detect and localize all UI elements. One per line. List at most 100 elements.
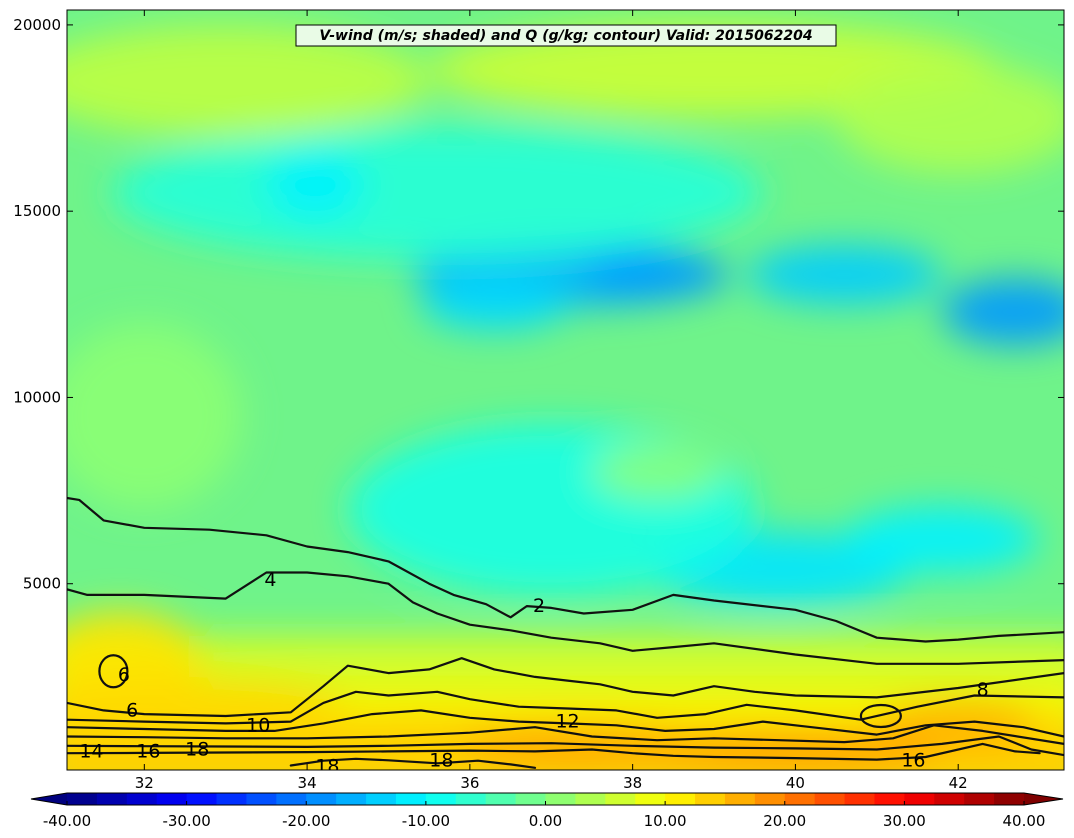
colorbar-segment [784,793,816,805]
shaded-blob [421,278,568,331]
contour-line-q-2 [67,496,1064,643]
colorbar-segment [994,793,1025,805]
contour-line-q-16 [67,742,1041,761]
plot-title: V-wind (m/s; shaded) and Q (g/kg; contou… [319,28,812,44]
contour-line-q-18 [289,757,537,769]
colorbar-segment [276,793,307,805]
colorbar-segment [67,793,98,805]
colorbar-segment [336,793,367,805]
contour-line-q-6 [67,657,1064,718]
contour-label: 18 [315,755,339,777]
colorbar-segments [67,793,1025,805]
contour-label: 6 [118,664,130,686]
colorbar-segment [96,793,128,805]
contour-label: 4 [264,569,276,591]
x-tick-label: 36 [460,774,479,792]
colorbar-tick-label: -40.00 [43,812,91,830]
colorbar-tick-label: -20.00 [282,812,330,830]
colorbar-segment [695,793,726,805]
shaded-blob [746,244,942,305]
contour-label: 18 [185,739,209,761]
contour-label: 18 [429,750,453,772]
contour-line-q-10 [67,709,1064,738]
contour-lines [67,496,1064,769]
colorbar-segment [395,793,427,805]
shaded-blob [67,676,348,730]
colorbar-segment [575,793,606,805]
x-tick-label: 34 [298,774,317,792]
colorbar-tick-label: 0.00 [529,812,562,830]
colorbar-tick-label: -30.00 [162,812,210,830]
shaded-blob [836,62,1064,174]
y-tick-label: 10000 [13,388,61,406]
contour-label: 10 [246,714,270,736]
colorbar-segment [515,793,546,805]
colorbar-segment [156,793,188,805]
plot-frame [66,9,1065,771]
colorbar-tick-label: 20.00 [763,812,806,830]
x-tick-label: 38 [623,774,642,792]
colorbar-segment [724,793,756,805]
contour-label: 16 [901,750,925,772]
y-tick-label: 20000 [13,16,61,34]
shaded-blob [844,505,1040,573]
colorbar-segment [635,793,666,805]
colorbar-segment [844,793,875,805]
colorbar-segment [306,793,337,805]
contour-label: 2 [533,595,545,617]
contour-labels: 2 4 6 6 8 10 12 14 16 18 18 18 16 [79,569,989,777]
shaded-blob [67,24,430,137]
colorbar-segment [874,793,905,805]
plot-area: 2 4 6 6 8 10 12 14 16 18 18 18 16 [67,10,1064,777]
colorbar-tick-label: -10.00 [402,812,450,830]
shaded-blob [266,151,365,219]
colorbar-segment [216,793,247,805]
contour-line-q-14 [67,735,1064,757]
colorbar-segment [186,793,218,805]
colorbar-ticks: -40.00 -30.00 -20.00 -10.00 0.00 10.00 20.00 30… [43,801,1046,830]
shaded-blob [347,423,755,595]
x-tick-label: 42 [949,774,968,792]
colorbar-segment [246,793,277,805]
colorbar-tick-label: 10.00 [644,812,687,830]
plot-title-box: V-wind (m/s; shaded) and Q (g/kg; contou… [295,24,837,47]
contour-line-q-12 [67,724,1064,746]
x-tick-label: 32 [135,774,154,792]
x-tick-label: 40 [786,774,805,792]
shaded-blob [591,445,723,499]
contour-label: 8 [977,679,989,701]
colorbar-segment [485,793,517,805]
colorbar-segment [964,793,995,805]
colorbar-segment [665,793,696,805]
plot-title-background [295,24,837,47]
contour-label: 12 [555,711,579,733]
colorbar-segment [366,793,397,805]
shaded-blob [67,322,242,510]
contour-label: 14 [79,740,103,762]
colorbar-tick-label: 30.00 [883,812,926,830]
colorbar-tick-label: 40.00 [1003,812,1046,830]
colorbar-segment [605,793,636,805]
colorbar-segment [754,793,786,805]
colorbar: -40.00 -30.00 -20.00 -10.00 0.00 10.00 20.00 30… [30,792,1064,830]
contour-line-q-4 [67,571,1064,665]
colorbar-segment [934,793,965,805]
shaded-blob [941,278,1064,346]
colorbar-segment [814,793,846,805]
colorbar-segment [425,793,457,805]
colorbar-segment [455,793,487,805]
y-tick-label: 15000 [13,202,61,220]
contour-line-q-6-closed [98,654,129,689]
colorbar-segment [126,793,158,805]
colorbar-extend-high [1024,793,1063,805]
shaded-blob [583,252,731,297]
y-tick-label: 5000 [23,575,61,593]
contour-label: 6 [126,699,138,721]
shaded-blob [876,699,1040,752]
contour-label: 16 [136,740,160,762]
colorbar-segment [904,793,935,805]
colorbar-segment [545,793,576,805]
colorbar-extend-low [31,793,67,805]
